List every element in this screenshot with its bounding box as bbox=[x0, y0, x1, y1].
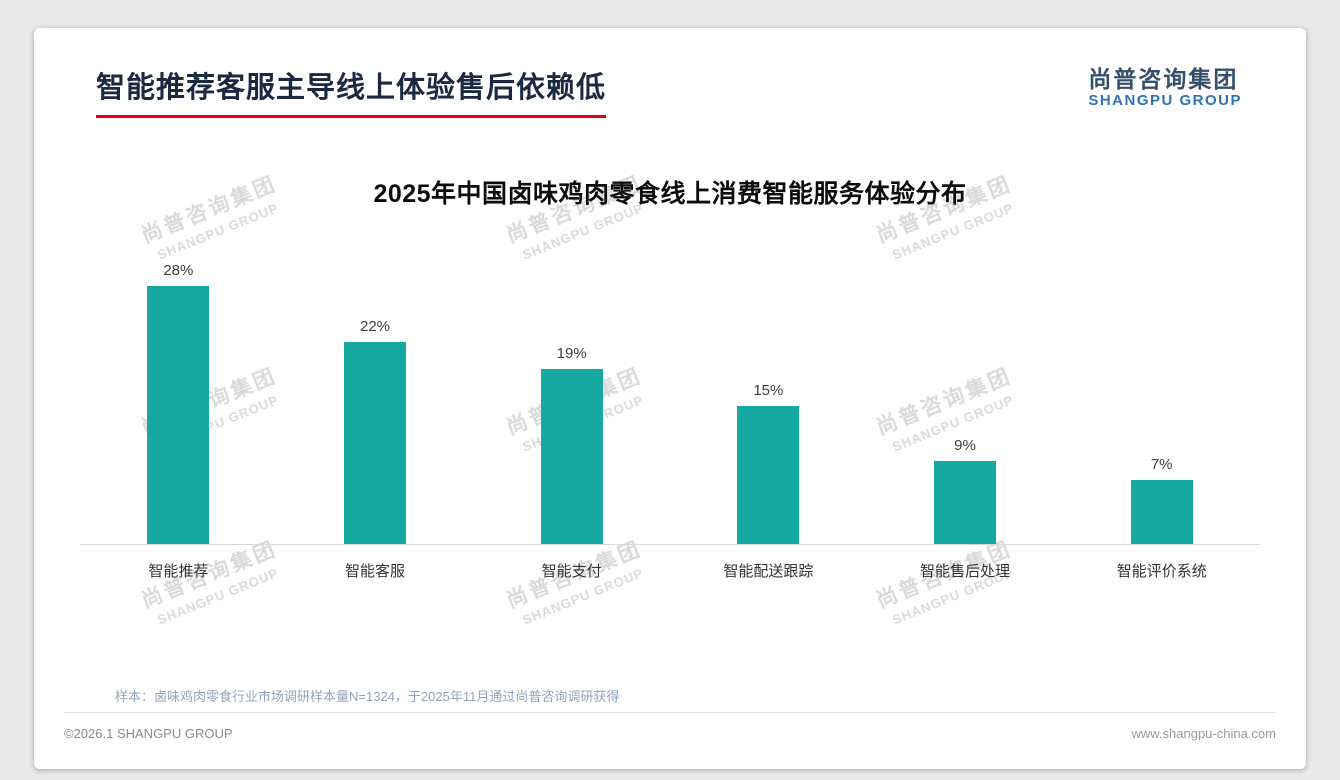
category-label: 智能售后处理 bbox=[920, 563, 1011, 580]
bar bbox=[1130, 480, 1193, 544]
bar-column: 9% bbox=[867, 437, 1064, 544]
category-label: 智能支付 bbox=[541, 563, 602, 580]
bar bbox=[934, 461, 997, 544]
logo-cn-text: 尚普咨询集团 bbox=[1088, 66, 1239, 92]
category-label: 智能推荐 bbox=[148, 563, 209, 580]
bar-value-label: 19% bbox=[556, 345, 587, 362]
footer: ©2026.1 SHANGPU GROUP www.shangpu-china.… bbox=[64, 712, 1276, 741]
category-label: 智能客服 bbox=[345, 563, 406, 580]
bar bbox=[737, 406, 800, 544]
sample-note: 样本：卤味鸡肉零食行业市场调研样本量N=1324，于2025年11月通过尚普咨询… bbox=[115, 689, 620, 704]
page-title: 智能推荐客服主导线上体验售后依赖低 bbox=[96, 64, 607, 118]
bar-column: 15% bbox=[670, 382, 867, 544]
bar bbox=[147, 286, 210, 544]
bar-column: 28% bbox=[80, 262, 277, 544]
bar-column: 19% bbox=[473, 345, 670, 544]
bar-value-label: 28% bbox=[163, 262, 194, 279]
footer-website: www.shangpu-china.com bbox=[1131, 726, 1276, 741]
bar-column: 7% bbox=[1063, 456, 1260, 544]
bar-value-label: 22% bbox=[359, 318, 391, 335]
company-logo: 尚普咨询集团 SHANGPU GROUP bbox=[1088, 66, 1242, 110]
bar-column: 22% bbox=[277, 318, 474, 544]
category-label: 智能评价系统 bbox=[1116, 563, 1207, 580]
footer-copyright: ©2026.1 SHANGPU GROUP bbox=[64, 726, 233, 741]
x-axis: 智能推荐 智能客服 智能支付 智能配送跟踪 智能售后处理 智能评价系统 bbox=[80, 544, 1260, 581]
chart-title: 2025年中国卤味鸡肉零食线上消费智能服务体验分布 bbox=[373, 180, 967, 208]
bar-value-label: 7% bbox=[1150, 456, 1173, 473]
header: 智能推荐客服主导线上体验售后依赖低 尚普咨询集团 SHANGPU GROUP bbox=[34, 28, 1306, 118]
bar-value-label: 9% bbox=[954, 437, 976, 454]
bar bbox=[344, 342, 406, 544]
category-label: 智能配送跟踪 bbox=[723, 563, 814, 580]
bar-value-label: 15% bbox=[753, 382, 784, 399]
logo-en-text: SHANGPU GROUP bbox=[1088, 92, 1242, 110]
bar bbox=[540, 369, 603, 544]
bars-row: 28% 22% 19% 15% 9% 7% bbox=[80, 214, 1260, 544]
slide-card: 尚普咨询集团 SHANGPU GROUP 尚普咨询集团 SHANGPU GROUP 尚普… bbox=[34, 28, 1306, 769]
bar-chart: 28% 22% 19% 15% 9% 7% 智能推荐 智能客服 智能支付 智能配送跟踪 智能售后处… bbox=[80, 214, 1260, 581]
slide-content: 智能推荐客服主导线上体验售后依赖低 尚普咨询集团 SHANGPU GROUP 2… bbox=[34, 28, 1306, 769]
